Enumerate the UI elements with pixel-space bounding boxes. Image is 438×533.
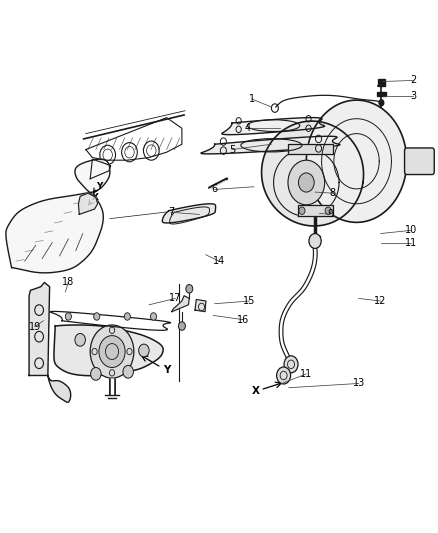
- Polygon shape: [288, 144, 332, 154]
- Polygon shape: [6, 159, 110, 273]
- Circle shape: [94, 313, 100, 320]
- Text: Y: Y: [163, 365, 170, 375]
- Circle shape: [124, 313, 131, 320]
- Circle shape: [378, 99, 385, 107]
- Bar: [378, 79, 385, 86]
- Polygon shape: [195, 300, 206, 312]
- Text: 7: 7: [168, 207, 174, 217]
- Polygon shape: [222, 118, 325, 135]
- Polygon shape: [162, 204, 215, 223]
- Polygon shape: [261, 121, 364, 226]
- Text: 14: 14: [213, 256, 225, 266]
- Polygon shape: [78, 193, 98, 214]
- Circle shape: [65, 313, 71, 320]
- Circle shape: [325, 207, 331, 214]
- Text: 18: 18: [62, 278, 74, 287]
- Circle shape: [178, 322, 185, 330]
- Circle shape: [288, 160, 325, 205]
- Text: 6: 6: [212, 184, 218, 195]
- Text: 15: 15: [244, 296, 256, 306]
- Text: 5: 5: [229, 144, 235, 155]
- Circle shape: [99, 336, 125, 368]
- FancyBboxPatch shape: [405, 148, 434, 174]
- Circle shape: [186, 285, 193, 293]
- Text: 11: 11: [300, 369, 312, 379]
- Circle shape: [150, 313, 156, 320]
- Text: 11: 11: [405, 238, 417, 247]
- Text: 3: 3: [410, 91, 417, 101]
- Text: X: X: [92, 193, 99, 203]
- Polygon shape: [201, 136, 340, 154]
- Text: Y: Y: [96, 182, 102, 191]
- Circle shape: [139, 344, 149, 357]
- Circle shape: [91, 368, 101, 380]
- Text: 13: 13: [353, 378, 365, 389]
- Circle shape: [75, 334, 85, 346]
- Text: 10: 10: [405, 225, 417, 236]
- Text: 2: 2: [410, 76, 417, 85]
- Text: 4: 4: [244, 123, 251, 133]
- Polygon shape: [54, 325, 163, 376]
- Polygon shape: [172, 296, 189, 312]
- Text: 9: 9: [327, 209, 333, 220]
- Polygon shape: [48, 375, 71, 402]
- Circle shape: [309, 233, 321, 248]
- Circle shape: [123, 366, 134, 378]
- Polygon shape: [297, 205, 332, 216]
- Text: 8: 8: [329, 188, 336, 198]
- Text: 16: 16: [237, 314, 249, 325]
- Polygon shape: [306, 100, 407, 222]
- Circle shape: [299, 207, 305, 214]
- Polygon shape: [29, 282, 49, 375]
- Text: 19: 19: [28, 321, 41, 332]
- Circle shape: [90, 325, 134, 378]
- Circle shape: [298, 173, 314, 192]
- Bar: [377, 92, 386, 96]
- Circle shape: [284, 356, 298, 373]
- Text: 12: 12: [374, 296, 387, 306]
- Text: 17: 17: [169, 293, 181, 303]
- Text: 1: 1: [249, 94, 255, 104]
- Circle shape: [277, 367, 290, 384]
- Text: X: X: [252, 386, 260, 397]
